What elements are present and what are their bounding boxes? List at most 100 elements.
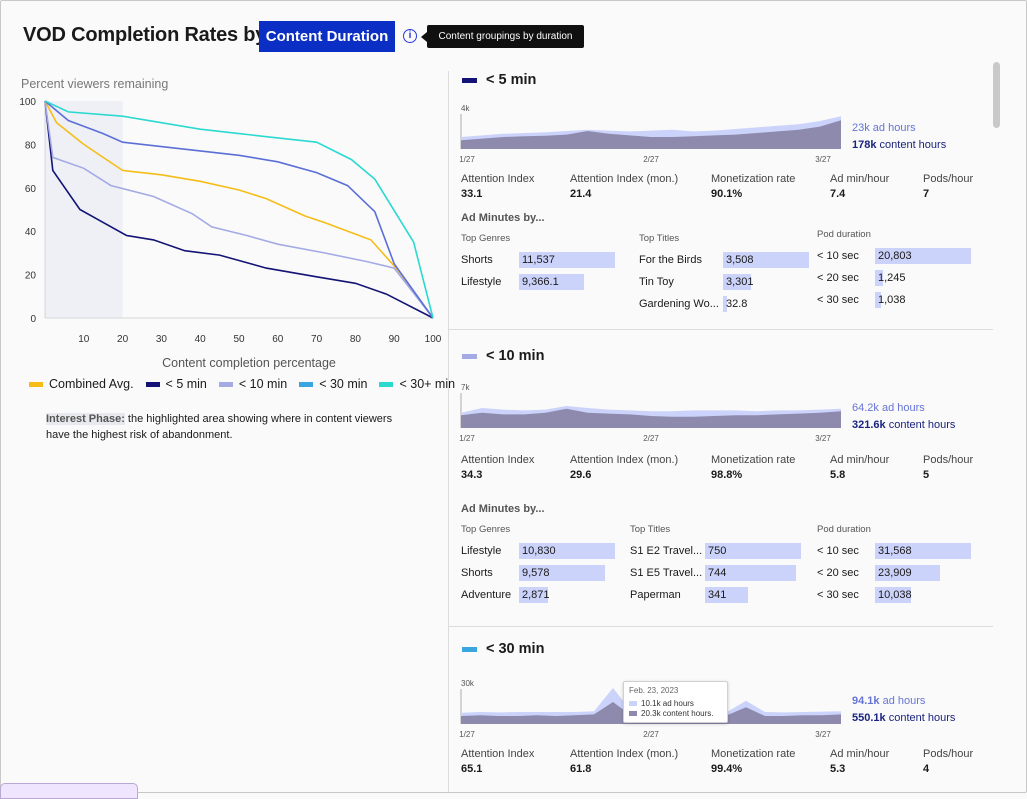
metric-value: 29.6 xyxy=(570,469,592,481)
metrics-row: Attention Index Attention Index (mon.) M… xyxy=(461,748,983,775)
title-label: For the Birds xyxy=(639,254,702,266)
pod-bar[interactable] xyxy=(875,543,971,559)
legend-item-10min[interactable]: < 10 min xyxy=(218,377,288,391)
mini-date-label: 1/27 xyxy=(459,730,475,739)
title-bar[interactable] xyxy=(723,252,809,268)
genre-bar[interactable] xyxy=(519,587,548,603)
title-value: 744 xyxy=(708,567,727,579)
hours-summary: 23k ad hours 178k content hours xyxy=(852,120,946,154)
title-bar[interactable] xyxy=(705,587,748,603)
genre-value: 11,537 xyxy=(522,254,555,266)
metric-label: Pods/hour xyxy=(923,173,974,185)
interest-phase-region xyxy=(45,101,123,318)
pod-label: < 10 sec xyxy=(817,545,859,557)
legend-label: < 10 min xyxy=(238,377,288,391)
pod-bar[interactable] xyxy=(875,565,940,581)
genre-bar[interactable] xyxy=(519,543,615,559)
pod-duration-header: Pod duration xyxy=(817,524,871,535)
top-titles-header: Top Titles xyxy=(630,524,671,535)
tooltip-ad-swatch xyxy=(629,701,637,706)
genre-value: 9,578 xyxy=(522,567,550,579)
ad-hours: 64.2k ad hours xyxy=(852,402,925,414)
pod-label: < 30 sec xyxy=(817,589,859,601)
pod-bar[interactable] xyxy=(875,587,911,603)
content-duration-button[interactable]: Content Duration xyxy=(259,21,395,52)
legend-swatch-5min xyxy=(145,381,160,387)
title-bar[interactable] xyxy=(723,296,727,312)
top-titles-header: Top Titles xyxy=(639,233,680,244)
pod-bar[interactable] xyxy=(875,292,881,308)
interest-phase-note: Interest Phase: the highlighted area sho… xyxy=(46,411,406,443)
y-tick-label: 20 xyxy=(25,271,37,282)
genre-value: 10,830 xyxy=(522,545,556,557)
section-title: < 10 min xyxy=(486,348,545,364)
content-hours-area xyxy=(461,120,841,149)
series-line-4[interactable] xyxy=(44,100,434,319)
section-5min: < 5 min 4k 1/27 2/27 3/27 23k ad hours 178k… xyxy=(449,61,991,329)
title-bar[interactable] xyxy=(705,565,796,581)
legend-item-combined[interactable]: Combined Avg. xyxy=(29,377,134,391)
title-label: Paperman xyxy=(630,589,681,601)
page-title: VOD Completion Rates by xyxy=(23,24,267,46)
metric-value: 61.8 xyxy=(570,763,592,775)
content-hours: 550.1k content hours xyxy=(852,712,956,724)
x-tick-label: 70 xyxy=(311,334,323,345)
legend-label: < 5 min xyxy=(165,377,207,391)
metric-label: Monetization rate xyxy=(711,173,796,185)
panel-divider xyxy=(448,71,449,792)
section-swatch xyxy=(462,646,477,652)
section-divider xyxy=(449,329,993,330)
title-bar[interactable] xyxy=(705,543,801,559)
content-hours-area xyxy=(461,408,841,428)
metric-label: Attention Index xyxy=(461,173,535,185)
metric-label: Ad min/hour xyxy=(830,173,890,185)
mini-date-label: 3/27 xyxy=(815,155,831,164)
mini-y-max-label: 4k xyxy=(461,104,470,113)
info-tooltip: Content groupings by duration xyxy=(421,25,584,48)
hours-area-chart[interactable]: 7k 1/27 2/27 3/27 xyxy=(449,382,849,444)
genre-bar[interactable] xyxy=(519,274,584,290)
legend-swatch-combined xyxy=(29,381,43,387)
metric-value: 7 xyxy=(923,188,930,200)
content-hours: 178k content hours xyxy=(852,139,947,151)
hours-area-chart[interactable]: 30k 1/27 2/27 3/27 xyxy=(449,678,849,740)
title-bar[interactable] xyxy=(723,274,751,290)
bottom-tab[interactable] xyxy=(0,783,138,799)
legend-item-30min[interactable]: < 30 min xyxy=(299,377,367,391)
section-header: < 30 min xyxy=(462,641,544,657)
metric-value: 98.8% xyxy=(711,469,743,481)
series-line-1[interactable] xyxy=(44,100,434,319)
x-tick-label: 80 xyxy=(350,334,362,345)
metric-label: Ad min/hour xyxy=(830,454,890,466)
legend-item-30plus[interactable]: < 30+ min xyxy=(379,377,455,391)
series-line-0[interactable] xyxy=(44,100,434,319)
ad-hours: 23k ad hours xyxy=(852,122,916,134)
series-line-3[interactable] xyxy=(44,100,434,319)
genre-bar[interactable] xyxy=(519,565,605,581)
metric-value: 21.4 xyxy=(570,188,592,200)
legend-item-5min[interactable]: < 5 min xyxy=(145,377,207,391)
pod-value: 23,909 xyxy=(878,567,912,579)
pod-label: < 20 sec xyxy=(817,567,859,579)
interest-phase-term: Interest Phase: xyxy=(46,413,125,425)
scrollbar-thumb[interactable] xyxy=(993,62,1000,128)
genre-bar[interactable] xyxy=(519,252,615,268)
legend-swatch-30min xyxy=(299,381,314,387)
series-line-2[interactable] xyxy=(44,100,434,319)
metric-label: Attention Index (mon.) xyxy=(570,173,679,185)
title-value: 341 xyxy=(708,589,727,601)
legend-swatch-30plus xyxy=(379,381,394,387)
ad-minutes-title: Ad Minutes by... xyxy=(461,503,545,515)
y-tick-label: 60 xyxy=(25,184,37,195)
hours-area-chart[interactable]: 4k 1/27 2/27 3/27 xyxy=(449,103,849,165)
pod-value: 20,803 xyxy=(878,250,912,262)
metric-label: Pods/hour xyxy=(923,748,974,760)
info-icon[interactable]: i xyxy=(403,29,417,43)
pod-bar[interactable] xyxy=(875,270,883,286)
pod-bar[interactable] xyxy=(875,248,971,264)
section-10min: < 10 min 7k 1/27 2/27 3/27 64.2k ad hours 3… xyxy=(449,330,991,626)
hover-tooltip: Feb. 23, 2023 10.1k ad hours 20.3k conte… xyxy=(623,681,728,723)
pod-duration-header: Pod duration xyxy=(817,229,871,240)
section-title: < 5 min xyxy=(486,72,537,88)
y-axis-label: Percent viewers remaining xyxy=(21,77,168,91)
